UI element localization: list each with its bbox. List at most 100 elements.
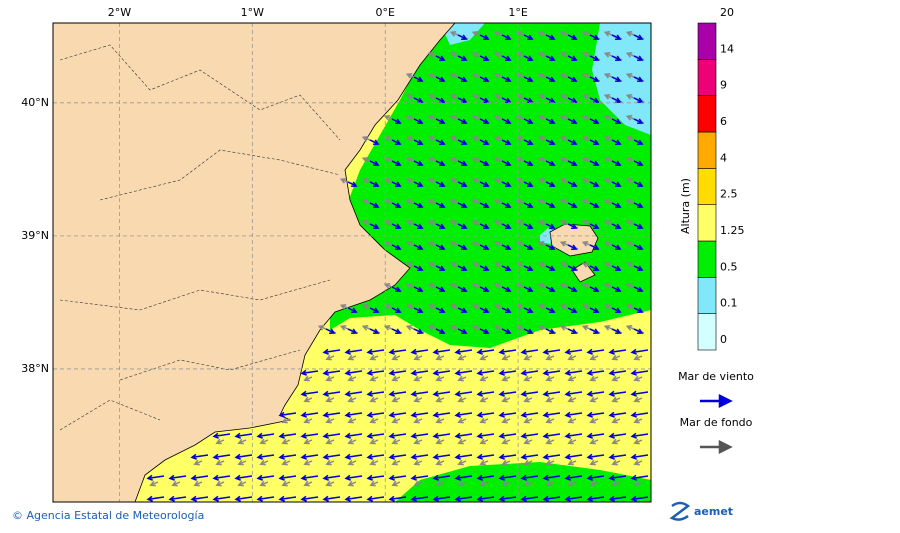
wave-arrow <box>520 369 539 376</box>
wave-arrow <box>501 417 511 424</box>
wave-arrow <box>461 501 462 502</box>
wave-arrow <box>523 307 534 313</box>
wave-arrow <box>479 459 489 466</box>
wave-arrow <box>259 438 269 445</box>
wave-arrow <box>413 139 424 145</box>
wave-arrow <box>479 307 490 313</box>
wave-arrow <box>454 432 473 439</box>
wave-arrow <box>567 181 578 187</box>
wave-arrow <box>630 411 649 418</box>
wave-arrow <box>369 417 379 424</box>
colorbar-label: 0.5 <box>720 260 738 273</box>
wave-arrow <box>322 348 341 355</box>
wave-arrow <box>237 480 247 487</box>
wave-arrow <box>175 501 176 502</box>
wave-arrow <box>391 354 401 361</box>
wave-arrow <box>410 432 429 439</box>
wave-arrow <box>457 118 468 124</box>
wave-arrow <box>608 369 627 376</box>
colorbar: 0 0.1 0.5 1.25 2.5 4 6 9 14 20 <box>697 6 745 351</box>
wave-arrow <box>388 453 407 460</box>
wave-arrow <box>237 459 247 466</box>
wave-arrow <box>501 55 512 61</box>
wave-arrow <box>347 459 357 466</box>
wave-arrow <box>263 501 264 502</box>
wave-arrow <box>520 432 539 439</box>
wave-arrow <box>344 411 363 418</box>
wave-arrow <box>586 495 605 502</box>
wave-arrow <box>479 55 490 61</box>
wave-arrow <box>501 202 512 208</box>
wave-arrow <box>523 34 534 40</box>
wave-arrow <box>501 265 512 271</box>
wave-arrow <box>501 34 512 40</box>
wave-arrow <box>435 354 445 361</box>
wave-arrow <box>611 375 621 382</box>
legend-arrow <box>700 439 733 455</box>
wave-arrow <box>567 480 577 487</box>
wave-arrow <box>633 375 643 382</box>
wave-arrow <box>523 375 533 382</box>
wave-arrow <box>391 160 402 166</box>
wave-arrow <box>633 417 643 424</box>
wave-arrow <box>479 160 490 166</box>
wave-arrow <box>564 474 583 481</box>
wave-arrow <box>633 244 644 250</box>
wave-arrow <box>417 501 418 502</box>
colorbar-label: 0 <box>720 333 727 346</box>
wave-arrow <box>278 495 297 502</box>
wave-arrow <box>630 369 649 376</box>
wave-arrow <box>567 34 578 40</box>
wave-arrow <box>369 160 380 166</box>
wave-arrow <box>564 348 583 355</box>
map-area <box>53 23 651 502</box>
wave-arrow <box>501 223 512 229</box>
wave-arrow <box>501 160 512 166</box>
wave-arrow <box>278 474 297 481</box>
wave-arrow <box>388 495 407 502</box>
wave-arrow <box>633 265 644 271</box>
wave-arrow <box>567 202 578 208</box>
wave-arrow <box>344 474 363 481</box>
wave-arrow <box>633 181 644 187</box>
wave-arrow <box>476 390 495 397</box>
wave-arrow <box>369 354 379 361</box>
wave-arrow <box>545 307 556 313</box>
wave-arrow <box>567 97 578 103</box>
wave-arrow <box>347 181 358 187</box>
wave-arrow <box>479 286 490 292</box>
wave-arrow <box>457 202 468 208</box>
wave-arrow <box>300 411 319 418</box>
wave-arrow <box>369 307 380 313</box>
wave-arrow <box>369 223 380 229</box>
wave-arrow <box>325 328 336 334</box>
wave-arrow <box>527 501 528 502</box>
wave-arrow <box>633 118 644 124</box>
wave-arrow <box>498 390 517 397</box>
wave-arrow <box>589 354 599 361</box>
wave-arrow <box>435 480 445 487</box>
wave-arrow <box>388 390 407 397</box>
wave-arrow <box>523 55 534 61</box>
wave-arrow <box>432 432 451 439</box>
wave-arrow <box>479 265 490 271</box>
wave-arrow <box>391 223 402 229</box>
wave-arrow <box>476 495 495 502</box>
wave-arrow <box>457 223 468 229</box>
wave-arrow <box>457 354 467 361</box>
wave-arrow <box>435 139 446 145</box>
legend-arrow <box>700 393 733 409</box>
wave-arrow <box>545 417 555 424</box>
wave-arrow <box>435 244 446 250</box>
wave-arrow <box>457 265 468 271</box>
wave-arrow <box>366 432 385 439</box>
wave-arrow <box>325 459 335 466</box>
wave-arrow <box>307 501 308 502</box>
wave-arrow <box>369 459 379 466</box>
wave-arrow <box>633 438 643 445</box>
wave-arrow <box>413 202 424 208</box>
wave-arrow <box>457 307 468 313</box>
wave-arrow <box>413 375 423 382</box>
wave-arrow <box>457 459 467 466</box>
wave-arrow <box>369 181 380 187</box>
